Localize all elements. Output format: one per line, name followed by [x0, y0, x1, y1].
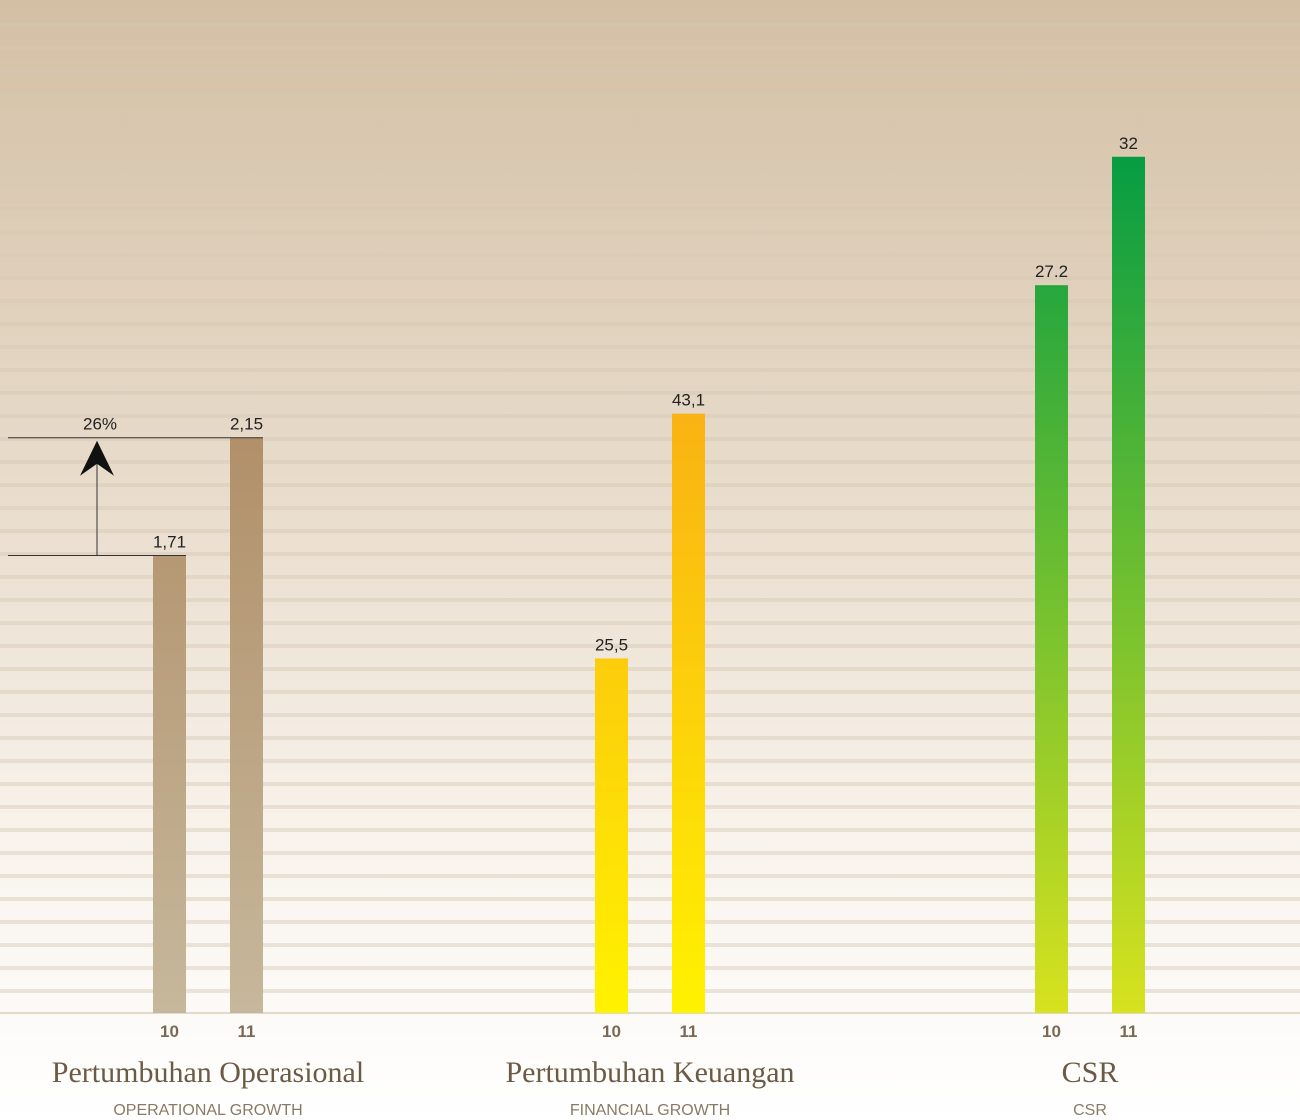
bar — [1112, 157, 1145, 1013]
value-label: 1,71 — [153, 532, 186, 551]
value-label: 43,1 — [672, 391, 705, 410]
chart-subtitle: OPERATIONAL GROWTH — [113, 1102, 302, 1119]
value-label: 2,15 — [230, 415, 263, 434]
bar — [230, 438, 263, 1013]
bar — [153, 555, 186, 1013]
category-label: 10 — [160, 1022, 179, 1041]
bar — [672, 414, 705, 1013]
bar — [595, 658, 628, 1013]
category-label: 11 — [238, 1022, 256, 1041]
category-label: 10 — [602, 1022, 621, 1041]
value-label: 27.2 — [1035, 262, 1068, 281]
infographic: 1,71 10 2,15 11 Pertumbuhan Operasional OPERA… — [0, 0, 1300, 1120]
chart-title: Pertumbuhan Operasional — [52, 1056, 364, 1089]
category-label: 11 — [1120, 1022, 1138, 1041]
chart-title: Pertumbuhan Keuangan — [505, 1056, 794, 1089]
chart-subtitle: FINANCIAL GROWTH — [570, 1102, 730, 1119]
stripes — [0, 10, 1300, 1013]
chart-title: CSR — [1062, 1056, 1119, 1089]
category-label: 10 — [1042, 1022, 1061, 1041]
bar — [1035, 285, 1068, 1013]
annotation: 26% — [83, 415, 117, 434]
category-label: 11 — [680, 1022, 698, 1041]
value-label: 25,5 — [595, 635, 628, 654]
value-label: 32 — [1119, 134, 1138, 153]
chart-subtitle: CSR — [1073, 1102, 1107, 1119]
